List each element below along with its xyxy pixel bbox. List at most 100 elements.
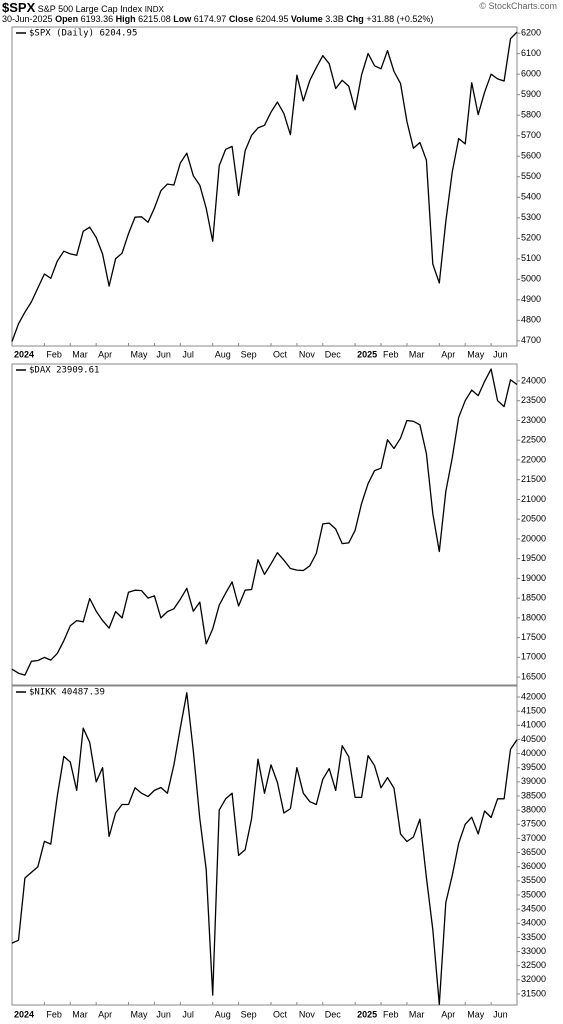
- date: 30-Jun-2025: [2, 14, 53, 24]
- y-tick-label: 40000: [521, 748, 546, 758]
- y-tick-label: 24000: [521, 375, 546, 385]
- y-tick-label: 17000: [521, 652, 546, 662]
- x-tick-label: Dec: [325, 349, 342, 359]
- stat-label: Close: [228, 14, 254, 24]
- x-tick-label: Jul: [182, 1009, 194, 1019]
- y-tick-label: 16500: [521, 671, 546, 681]
- y-tick-label: 31500: [521, 988, 546, 998]
- x-tick-label: Apr: [98, 1009, 112, 1019]
- y-tick-label: 42000: [521, 691, 546, 701]
- x-tick-label: May: [131, 1009, 149, 1019]
- y-tick-label: 21000: [521, 494, 546, 504]
- y-tick-label: 6100: [521, 48, 541, 58]
- panel-frame: [11, 685, 518, 1006]
- stat-label: Volume: [290, 14, 323, 24]
- y-tick-label: 20000: [521, 533, 546, 543]
- x-tick-label: May: [131, 349, 149, 359]
- y-tick-label: 22500: [521, 435, 546, 445]
- y-tick-label: 18500: [521, 593, 546, 603]
- stat-label: Chg: [346, 14, 364, 24]
- price-line: [11, 692, 518, 1006]
- stat-value: 6215.08: [138, 14, 171, 24]
- y-tick-label: 5000: [521, 274, 541, 284]
- y-tick-label: 5900: [521, 89, 541, 99]
- y-tick-label: 33500: [521, 932, 546, 942]
- header: $SPX S&P 500 Large Cap Index INDX 30-Jun…: [2, 0, 561, 27]
- panel-frame: [11, 26, 518, 347]
- x-tick-label: Nov: [299, 1009, 316, 1019]
- y-tick-label: 34500: [521, 904, 546, 914]
- x-tick-label: Mar: [72, 1009, 88, 1019]
- stat-value: 6193.36: [80, 14, 114, 24]
- x-tick-label: Dec: [325, 1009, 342, 1019]
- y-tick-label: 5500: [521, 171, 541, 181]
- y-tick-label: 19500: [521, 553, 546, 563]
- y-tick-label: 4700: [521, 335, 541, 345]
- x-tick-label: Feb: [383, 1009, 399, 1019]
- x-tick-label: 2025: [357, 1009, 377, 1019]
- y-tick-label: 20500: [521, 514, 546, 524]
- x-tick-label: Feb: [46, 349, 62, 359]
- x-tick-label: Mar: [72, 349, 88, 359]
- x-tick-label: Jun: [493, 349, 508, 359]
- watermark: © StockCharts.com: [479, 1, 557, 11]
- stat-label: High: [115, 14, 136, 24]
- price-line: [11, 368, 518, 676]
- x-tick-label: Jun: [156, 1009, 171, 1019]
- y-tick-label: 6000: [521, 69, 541, 79]
- x-tick-label: Feb: [46, 1009, 62, 1019]
- panel-title: $NIKK 40487.39: [29, 688, 105, 698]
- x-tick-label: Feb: [383, 349, 399, 359]
- y-tick-label: 5100: [521, 253, 541, 263]
- x-tick-label: Apr: [441, 349, 455, 359]
- y-tick-label: 5600: [521, 151, 541, 161]
- y-tick-label: 34000: [521, 918, 546, 928]
- stats-line: 30-Jun-2025 Open 6193.36 High 6215.08 Lo…: [2, 14, 433, 24]
- x-tick-label: Aug: [215, 1009, 231, 1019]
- y-tick-label: 23500: [521, 395, 546, 405]
- x-tick-label: Mar: [409, 349, 425, 359]
- y-tick-label: 41500: [521, 706, 546, 716]
- y-tick-label: 32000: [521, 974, 546, 984]
- x-tick-label: May: [467, 1009, 485, 1019]
- y-tick-label: 38500: [521, 790, 546, 800]
- y-tick-label: 37500: [521, 819, 546, 829]
- stat-label: Low: [173, 14, 192, 24]
- index-name: S&P 500 Large Cap Index: [37, 4, 143, 14]
- y-tick-label: 36000: [521, 861, 546, 871]
- y-tick-label: 36500: [521, 847, 546, 857]
- y-tick-label: 4800: [521, 315, 541, 325]
- y-tick-label: 41000: [521, 720, 546, 730]
- x-tick-label: Aug: [215, 349, 231, 359]
- y-tick-label: 39000: [521, 776, 546, 786]
- x-tick-label: Sep: [241, 1009, 257, 1019]
- y-tick-label: 5800: [521, 110, 541, 120]
- y-tick-label: 17500: [521, 632, 546, 642]
- x-tick-label: Jun: [156, 349, 171, 359]
- x-tick-label: 2024: [14, 1009, 34, 1019]
- x-tick-label: Oct: [273, 349, 288, 359]
- stat-value: 3.3B: [325, 14, 344, 24]
- y-tick-label: 35000: [521, 889, 546, 899]
- x-tick-label: Sep: [241, 349, 257, 359]
- x-tick-label: Jul: [182, 349, 194, 359]
- x-tick-label: Jun: [493, 1009, 508, 1019]
- x-tick-label: Mar: [409, 1009, 425, 1019]
- stat-value: 6174.97: [193, 14, 227, 24]
- panel-title: $DAX 23909.61: [29, 366, 99, 376]
- exchange: INDX: [144, 5, 164, 14]
- x-tick-label: Apr: [98, 349, 112, 359]
- y-tick-label: 33000: [521, 946, 546, 956]
- y-tick-label: 4900: [521, 294, 541, 304]
- y-tick-label: 18000: [521, 612, 546, 622]
- y-tick-label: 40500: [521, 734, 546, 744]
- y-tick-label: 21500: [521, 474, 546, 484]
- y-tick-label: 35500: [521, 875, 546, 885]
- y-tick-label: 5200: [521, 233, 541, 243]
- x-tick-label: 2024: [14, 349, 34, 359]
- y-tick-label: 5300: [521, 212, 541, 222]
- x-tick-label: May: [467, 349, 485, 359]
- y-tick-label: 39500: [521, 762, 546, 772]
